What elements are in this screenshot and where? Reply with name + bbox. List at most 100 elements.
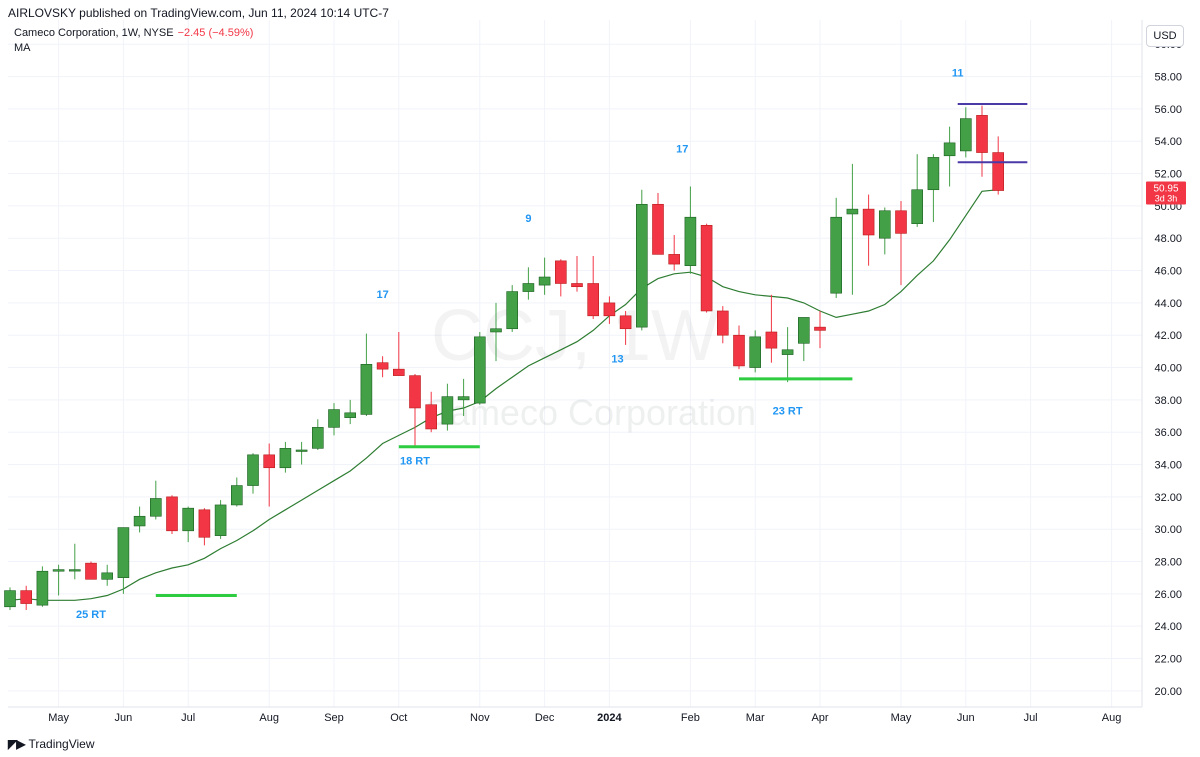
currency-button[interactable]: USD xyxy=(1146,25,1184,47)
x-tick-label: Dec xyxy=(535,712,555,724)
x-tick-label: Sep xyxy=(324,712,344,724)
candle-body-down xyxy=(765,331,778,349)
candle-body-up xyxy=(878,210,891,239)
count-annotation: 17 xyxy=(676,144,688,156)
x-tick-label: Nov xyxy=(470,712,490,724)
candle-body-up xyxy=(684,216,697,267)
indicator-legend-ma[interactable]: MA xyxy=(14,42,31,54)
candle xyxy=(409,374,421,447)
candle-body-down xyxy=(652,203,664,255)
candle xyxy=(295,441,308,465)
x-tick-label: Aug xyxy=(1102,712,1122,724)
candle-body-up xyxy=(506,291,519,330)
y-tick-label: 58.00 xyxy=(1154,72,1182,84)
y-tick-label: 46.00 xyxy=(1154,266,1182,278)
candle-body-up xyxy=(911,189,924,224)
symbol-legend[interactable]: Cameco Corporation, 1W, NYSE −2.45 (−4.59… xyxy=(14,27,253,39)
candle xyxy=(797,317,810,362)
candle-body-down xyxy=(700,224,713,312)
candle-body-up xyxy=(279,448,292,469)
x-tick-label: May xyxy=(891,712,912,724)
candle-body-down xyxy=(733,334,745,367)
x-tick-label: 2024 xyxy=(597,712,622,724)
candle xyxy=(344,399,357,425)
candle-body-up xyxy=(538,276,551,286)
count-annotation: 17 xyxy=(376,289,388,301)
candle-body-up xyxy=(749,336,762,368)
candle xyxy=(101,564,113,586)
candle xyxy=(959,107,972,158)
candle-body-up xyxy=(441,396,454,425)
candle xyxy=(554,259,567,297)
candle xyxy=(668,234,681,271)
candle xyxy=(992,136,1005,195)
candle xyxy=(117,527,130,594)
candle xyxy=(619,310,632,345)
candle xyxy=(635,189,648,331)
candle xyxy=(69,543,81,580)
candle-body-down xyxy=(392,368,405,376)
count-annotation: 18 RT xyxy=(400,456,430,468)
candle-body-up xyxy=(150,498,162,517)
candle xyxy=(441,383,454,431)
candle xyxy=(943,126,956,187)
candle-body-up xyxy=(101,572,113,580)
y-tick-label: 24.00 xyxy=(1154,621,1182,633)
x-tick-label: Aug xyxy=(259,712,279,724)
y-tick-label: 40.00 xyxy=(1154,363,1182,375)
candle xyxy=(862,194,875,266)
candle-body-down xyxy=(425,404,438,430)
candle xyxy=(182,506,194,543)
tradingview-brand[interactable]: ◤▶ TradingView xyxy=(8,737,95,751)
candle xyxy=(214,500,227,539)
candle-body-down xyxy=(603,302,616,317)
candle xyxy=(150,480,162,520)
time-axis[interactable]: May Jun Jul Aug Sep Oct Nov Dec 2024 Feb Mar Apr May… xyxy=(48,712,1121,724)
candle-body-up xyxy=(52,569,65,572)
candle-body-up xyxy=(473,336,486,404)
candle xyxy=(473,331,486,405)
candle-body-down xyxy=(20,590,33,604)
x-tick-label: Jun xyxy=(957,712,975,724)
candle-body-up xyxy=(69,569,81,572)
candle xyxy=(85,561,97,580)
candle xyxy=(392,331,405,376)
annotations: 25 RT 17 18 RT 9 13 17 23 RT 11 xyxy=(76,68,964,622)
candle xyxy=(878,207,891,255)
candle xyxy=(781,327,794,383)
x-tick-label: Feb xyxy=(681,712,700,724)
candle-body-up xyxy=(36,570,49,606)
candle xyxy=(522,267,535,300)
symbol-title: Cameco Corporation, 1W, NYSE xyxy=(14,27,174,39)
x-tick-label: Jul xyxy=(181,712,195,724)
y-tick-label: 44.00 xyxy=(1154,298,1182,310)
candle xyxy=(166,495,178,535)
x-tick-label: Jun xyxy=(115,712,133,724)
candle-body-up xyxy=(117,527,130,578)
candle xyxy=(311,419,324,450)
candle-body-up xyxy=(182,507,194,532)
candle xyxy=(976,105,988,177)
candle-body-up xyxy=(344,412,357,418)
candle xyxy=(716,306,729,344)
tradingview-logo-icon: ◤▶ xyxy=(8,737,25,751)
price-axis[interactable]: 20.00 22.00 24.00 26.00 28.00 30.00 32.00 34.00… xyxy=(1154,39,1182,698)
candle xyxy=(36,566,49,607)
candle xyxy=(425,391,438,433)
candle xyxy=(749,330,762,373)
y-tick-label: 22.00 xyxy=(1154,654,1182,666)
candle-body-down xyxy=(409,375,421,409)
ma-polyline xyxy=(9,189,999,601)
candle-body-down xyxy=(976,115,988,153)
candle xyxy=(376,356,389,378)
count-annotation: 13 xyxy=(611,354,623,366)
candle xyxy=(830,197,843,299)
candle-body-down xyxy=(862,208,875,236)
candle xyxy=(927,154,940,223)
candle-body-down xyxy=(895,210,907,234)
candle-body-up xyxy=(797,317,810,344)
candle-body-up xyxy=(247,454,259,486)
